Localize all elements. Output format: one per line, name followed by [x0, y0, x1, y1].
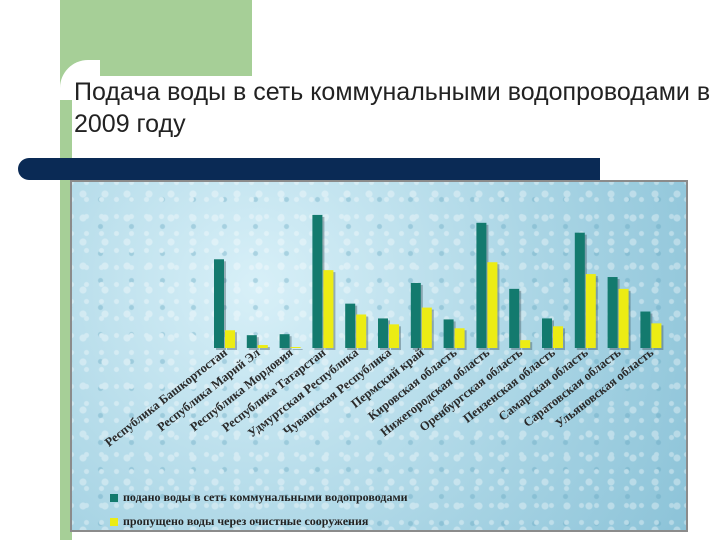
decor-navy-bar [18, 158, 600, 180]
legend-label-series1: подано воды в сеть коммунальными водопро… [123, 490, 408, 504]
bar-series1-9 [509, 288, 520, 348]
bar-series1-5 [378, 318, 388, 348]
bar-shadow [259, 347, 270, 350]
bar-series1-8 [476, 222, 487, 348]
bar-series1-13 [640, 311, 651, 348]
x-tick-label-0: Республика Башкортостан [102, 345, 230, 449]
bar-series2-10 [553, 326, 563, 348]
bar-series1-3 [312, 214, 323, 348]
bar-series1-2 [279, 334, 290, 348]
bar-series2-9 [520, 340, 531, 348]
bar-shadow [292, 349, 303, 350]
bar-series2-7 [454, 328, 465, 348]
chart-frame: Республика Башкортостан Республика Марий … [70, 180, 688, 532]
bar-series2-8 [487, 262, 498, 348]
legend-swatch-series1 [110, 494, 118, 503]
bar-series2-5 [389, 324, 399, 348]
bar-series2-13 [651, 323, 662, 348]
bar-series2-6 [421, 307, 432, 348]
bar-series1-11 [574, 232, 585, 348]
bar-series2-1 [257, 345, 268, 348]
legend-item-series1: подано воды в сеть коммунальными водопро… [110, 490, 408, 505]
bar-series1-10 [542, 318, 552, 348]
bar-series1-12 [607, 277, 618, 348]
bar-series2-0 [225, 330, 235, 348]
bar-series2-12 [618, 288, 629, 348]
bar-series2-2 [290, 347, 301, 348]
bar-series2-11 [585, 274, 596, 348]
bar-series1-7 [443, 319, 454, 348]
bar-series2-3 [323, 270, 334, 348]
bar-series1-6 [410, 282, 421, 348]
bar-series2-4 [356, 314, 367, 348]
legend-swatch-series2 [110, 518, 118, 527]
slide-title: Подача воды в сеть коммунальными водопро… [74, 78, 711, 138]
bar-series1-4 [345, 303, 356, 348]
decor-green-side [60, 60, 72, 540]
legend-item-series2: пропущено воды через очистные сооружения [110, 514, 368, 529]
bar-series1-0 [214, 259, 224, 348]
bar-series1-1 [246, 335, 257, 348]
legend-label-series2: пропущено воды через очистные сооружения [123, 514, 369, 528]
